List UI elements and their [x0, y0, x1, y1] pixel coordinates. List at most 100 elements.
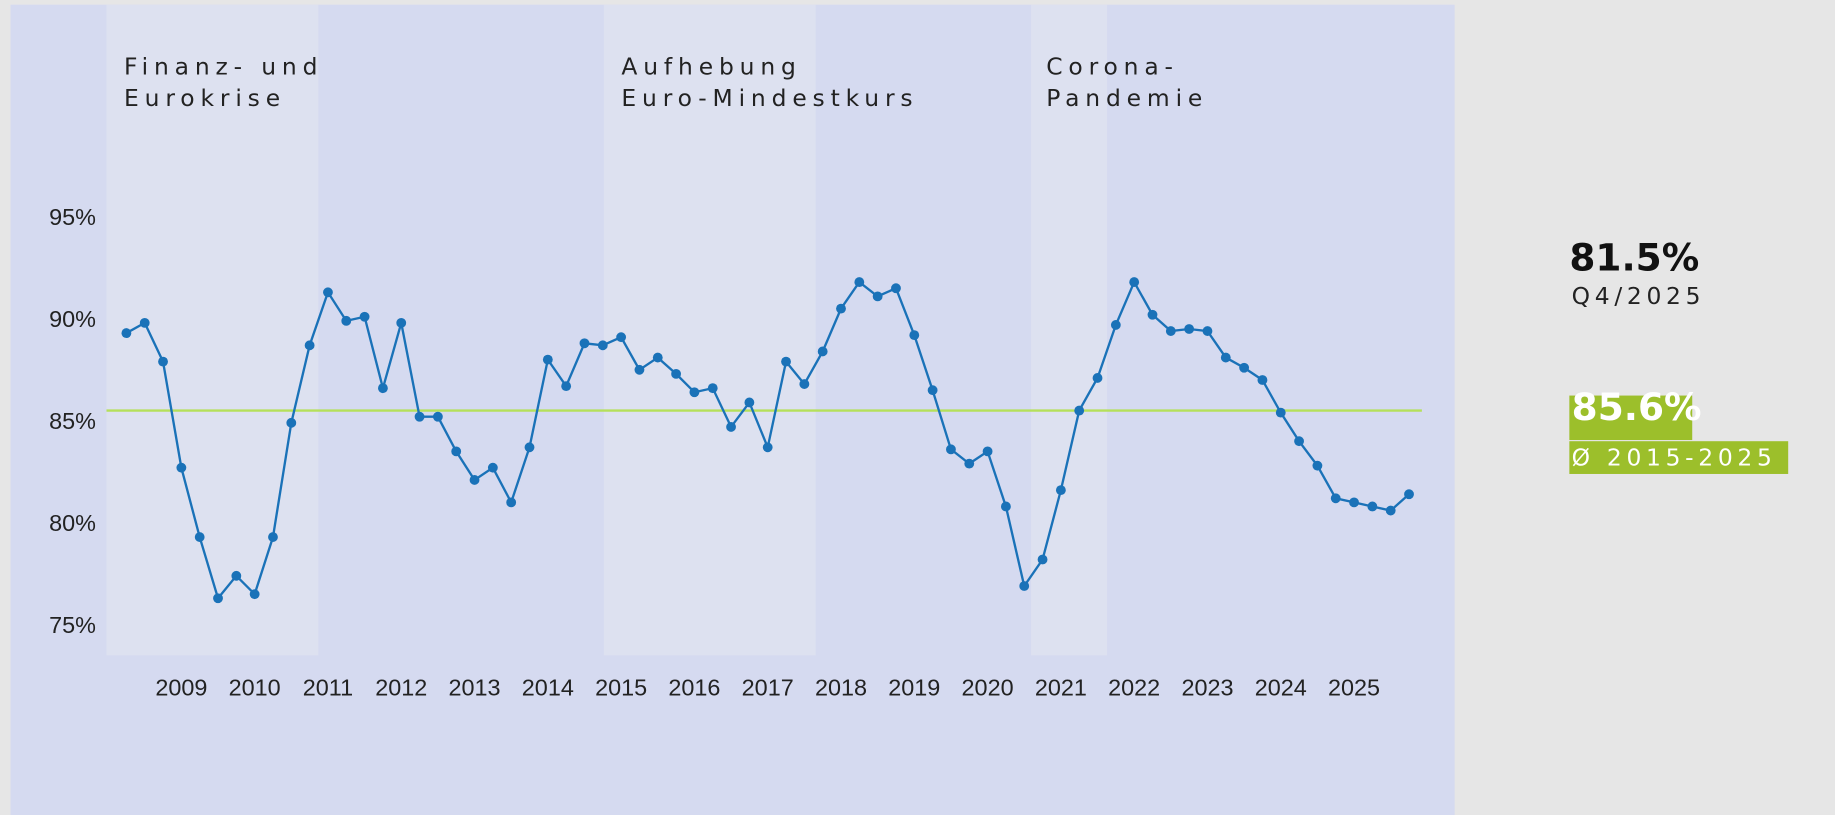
x-tick-label: 2023: [1181, 674, 1233, 700]
data-point: [469, 475, 480, 485]
x-tick-label: 2018: [815, 674, 867, 700]
x-tick-label: 2017: [742, 674, 794, 700]
data-point: [909, 330, 920, 341]
data-point: [1275, 407, 1286, 418]
data-point: [616, 332, 627, 343]
x-tick-label: 2012: [375, 674, 427, 700]
y-tick-label: 85%: [49, 408, 96, 434]
data-point: [432, 411, 443, 422]
data-point: [1404, 489, 1414, 500]
data-point: [1349, 497, 1359, 508]
data-point: [378, 383, 388, 394]
data-point: [1055, 485, 1066, 496]
x-tick-label: 2011: [303, 674, 353, 700]
data-point: [561, 381, 572, 392]
data-point: [1165, 326, 1176, 336]
data-point: [213, 593, 223, 604]
x-tick-label: 2024: [1255, 674, 1307, 700]
period-band: [106, 4, 319, 656]
data-point: [1367, 501, 1378, 512]
annotation: Pandemie: [1046, 84, 1208, 112]
data-point: [927, 385, 938, 396]
data-point: [597, 340, 608, 351]
data-point: [506, 497, 517, 508]
x-tick-label: 2015: [595, 674, 647, 700]
data-point: [854, 277, 865, 288]
data-point: [487, 462, 498, 473]
annotation: Corona-: [1046, 52, 1179, 80]
data-point: [1239, 362, 1250, 373]
data-point: [982, 446, 993, 457]
data-point: [414, 411, 425, 422]
data-point: [762, 442, 773, 453]
data-point: [524, 442, 535, 453]
average-badge: [1569, 441, 1789, 474]
data-point: [652, 352, 663, 363]
data-point: [359, 311, 370, 322]
data-point: [1385, 505, 1396, 516]
data-point: [542, 354, 553, 365]
period-band: [1031, 4, 1108, 656]
latest-value: 81.5%: [1569, 235, 1699, 279]
average-period: Ø 2015-2025: [1572, 443, 1777, 471]
x-tick-label: 2019: [888, 674, 940, 700]
period-band: [603, 4, 816, 656]
x-tick-label: 2013: [449, 674, 501, 700]
average-badge: [1569, 395, 1693, 441]
data-point: [268, 532, 278, 542]
data-point: [323, 287, 333, 298]
data-point: [891, 283, 901, 294]
data-point: [1147, 309, 1158, 320]
x-tick-label: 2021: [1035, 674, 1087, 700]
data-point: [689, 387, 700, 398]
data-point: [1257, 375, 1268, 385]
data-point: [634, 364, 645, 375]
data-point: [1000, 501, 1011, 512]
data-point: [726, 421, 736, 432]
data-point: [1184, 324, 1195, 334]
y-tick-label: 75%: [49, 612, 96, 638]
data-point: [194, 532, 205, 542]
data-point: [1294, 436, 1304, 447]
y-tick-label: 80%: [49, 510, 96, 536]
x-tick-label: 2016: [668, 674, 720, 700]
data-point: [249, 589, 260, 600]
x-tick-label: 2014: [522, 674, 574, 700]
y-tick-label: 95%: [49, 204, 96, 230]
data-point: [286, 417, 297, 428]
x-tick-label: 2020: [962, 674, 1014, 700]
data-point: [121, 328, 132, 339]
data-point: [744, 397, 755, 408]
annotation: Finanz- und: [124, 52, 323, 80]
data-point: [964, 458, 975, 469]
data-point: [1202, 326, 1213, 336]
x-tick-label: 2009: [155, 674, 207, 700]
annotation: Aufhebung: [621, 52, 801, 80]
data-point: [451, 446, 462, 457]
x-tick-label: 2022: [1108, 674, 1160, 700]
data-point: [304, 340, 315, 351]
data-point: [671, 368, 682, 379]
data-point: [1110, 320, 1121, 330]
data-point: [946, 444, 956, 455]
x-tick-label: 2025: [1328, 674, 1380, 700]
data-point: [1092, 373, 1103, 383]
data-point: [1312, 460, 1323, 471]
data-point: [817, 346, 828, 357]
average-value: 85.6%: [1572, 385, 1702, 429]
y-tick-label: 90%: [49, 306, 96, 332]
data-point: [872, 291, 883, 302]
annotation: Euro-Mindestkurs: [621, 84, 918, 112]
data-point: [396, 317, 407, 328]
annotation: Eurokrise: [124, 84, 286, 112]
data-point: [231, 570, 242, 581]
data-point: [158, 356, 168, 367]
data-point: [1037, 554, 1048, 565]
data-point: [176, 462, 187, 473]
data-point: [1019, 581, 1030, 591]
data-point: [1074, 405, 1085, 416]
data-point: [341, 315, 352, 326]
data-point: [781, 356, 791, 367]
